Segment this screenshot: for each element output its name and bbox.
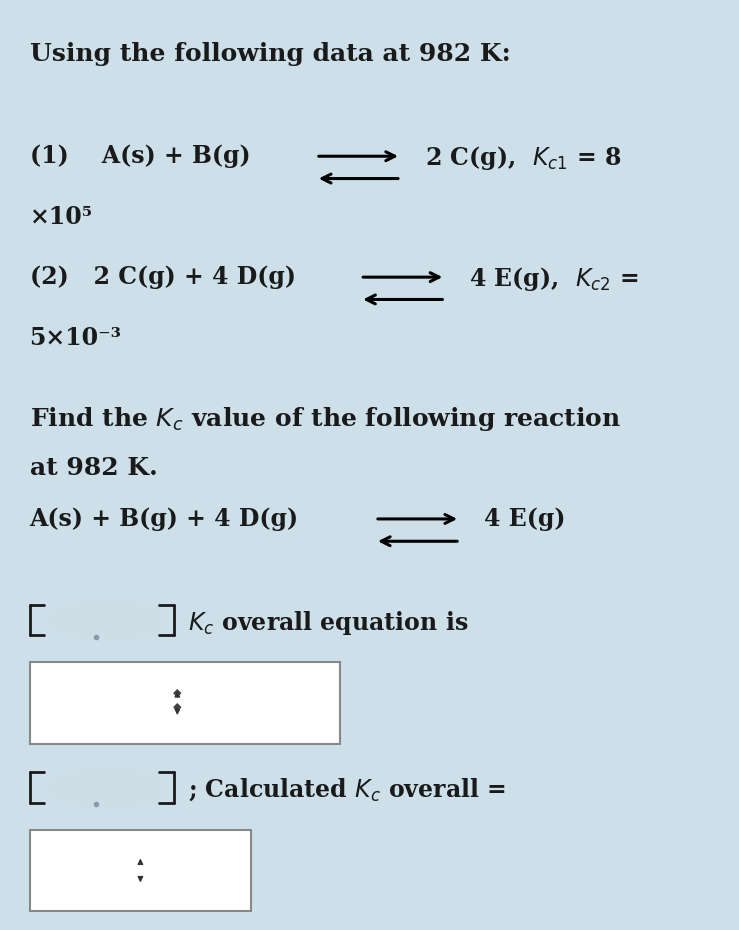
Text: (1)    A(s) + B(g): (1) A(s) + B(g) — [30, 144, 251, 168]
Ellipse shape — [48, 600, 166, 642]
Text: 5×10⁻³: 5×10⁻³ — [30, 326, 121, 350]
Text: 4 E(g): 4 E(g) — [484, 507, 565, 531]
FancyBboxPatch shape — [30, 830, 251, 911]
Text: (2)   2 C(g) + 4 D(g): (2) 2 C(g) + 4 D(g) — [30, 265, 296, 289]
Text: Find the $K_c$ value of the following reaction: Find the $K_c$ value of the following re… — [30, 405, 621, 432]
Text: ×10⁵: ×10⁵ — [30, 205, 92, 229]
Ellipse shape — [48, 766, 166, 808]
FancyBboxPatch shape — [30, 662, 340, 744]
Text: at 982 K.: at 982 K. — [30, 456, 157, 480]
Text: ◆: ◆ — [173, 688, 182, 698]
Text: 2 C(g),  $K_{c1}$ = 8: 2 C(g), $K_{c1}$ = 8 — [425, 144, 621, 172]
Text: $K_c$ overall equation is: $K_c$ overall equation is — [188, 609, 469, 637]
Text: ; Calculated $K_c$ overall =: ; Calculated $K_c$ overall = — [188, 777, 506, 804]
Text: 4 E(g),  $K_{c2}$ =: 4 E(g), $K_{c2}$ = — [469, 265, 638, 293]
Text: ◆: ◆ — [173, 702, 182, 711]
Text: A(s) + B(g) + 4 D(g): A(s) + B(g) + 4 D(g) — [30, 507, 299, 531]
Text: Using the following data at 982 K:: Using the following data at 982 K: — [30, 42, 511, 66]
